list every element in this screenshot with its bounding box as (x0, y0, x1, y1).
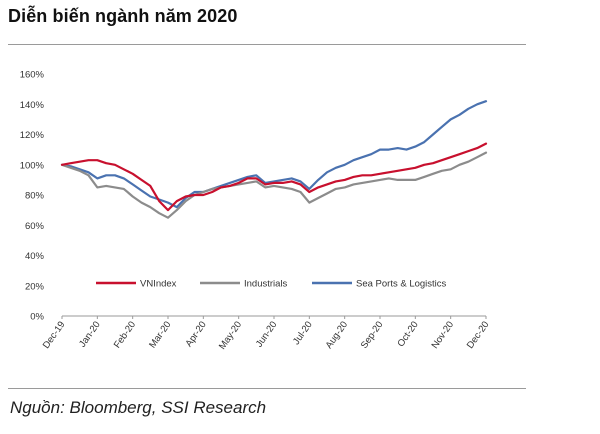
y-tick-label: 160% (20, 70, 45, 81)
chart-axes: 0% 20% 40% 60% 80% 100% 120% 140% 160% Dec-19 Jan-… (20, 70, 492, 352)
x-tick-label: Sep-20 (359, 319, 386, 350)
y-tick-label: 0% (30, 312, 44, 323)
x-tick-label: Nov-20 (430, 319, 457, 350)
y-tick-label: 100% (20, 160, 45, 171)
y-tick-label: 60% (25, 221, 45, 232)
legend-label: Sea Ports & Logistics (356, 279, 447, 290)
x-tick-label: Jul-20 (291, 319, 315, 347)
series-line-sea-ports-logistics (60, 100, 488, 209)
y-tick-label: 40% (25, 251, 45, 262)
source-divider (8, 388, 526, 389)
x-tick-label: Apr-20 (183, 319, 208, 349)
y-tick-label: 140% (20, 100, 45, 111)
x-tick-label: Mar-20 (147, 319, 173, 350)
legend-label: Industrials (244, 279, 288, 290)
source-note: Nguồn: Bloomberg, SSI Research (10, 398, 267, 417)
legend-label: VNIndex (140, 279, 177, 290)
chart-legend: VNIndex Industrials Sea Ports & Logistics (96, 279, 447, 290)
series-line-industrials (60, 151, 488, 219)
y-tick-label: 80% (25, 191, 45, 202)
x-tick-label: May-20 (217, 319, 244, 351)
title-divider (8, 44, 526, 45)
x-tick-label: Dec-20 (465, 319, 492, 350)
x-tick-label: Dec-19 (41, 319, 68, 350)
y-tick-label: 120% (20, 130, 45, 141)
y-tick-label: 20% (25, 281, 45, 292)
x-tick-label: Oct-20 (395, 319, 420, 349)
page-title: Diễn biến ngành năm 2020 (8, 6, 238, 26)
x-tick-label: Aug-20 (324, 319, 351, 350)
x-tick-label: Jun-20 (254, 319, 280, 349)
series-line-vnindex (60, 142, 488, 212)
x-tick-label: Feb-20 (112, 319, 138, 350)
chart-series (60, 100, 488, 219)
x-tick-label: Jan-20 (77, 319, 103, 349)
